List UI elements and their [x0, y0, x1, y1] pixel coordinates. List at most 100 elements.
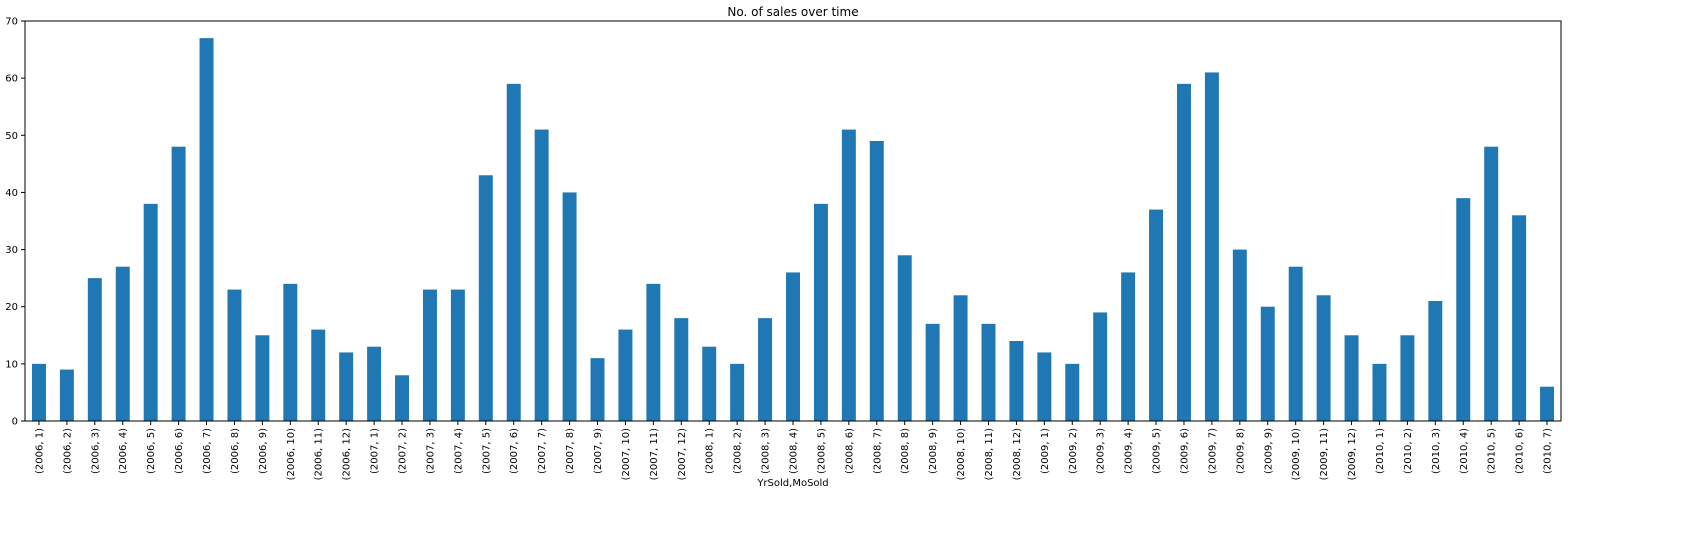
x-tick-label-45: (2009, 10)	[1291, 428, 1302, 480]
bar-0	[31, 363, 46, 421]
bar-47	[1344, 335, 1359, 421]
bar-26	[758, 318, 773, 421]
bar-6	[199, 38, 214, 422]
x-tick-label-51: (2010, 4)	[1459, 428, 1470, 474]
y-tick-label-2: 20	[5, 302, 18, 313]
bar-44	[1260, 306, 1275, 421]
bar-23	[674, 318, 689, 421]
x-tick-label-16: (2007, 5)	[481, 428, 492, 474]
x-tick-label-34: (2008, 11)	[984, 428, 995, 480]
bar-49	[1400, 335, 1415, 421]
x-tick-label-26: (2008, 3)	[761, 428, 772, 474]
x-tick-label-48: (2010, 1)	[1375, 428, 1386, 474]
x-axis-label: YrSold,MoSold	[756, 478, 828, 489]
y-axis-ticks: 0 10 20 30 40 50 60 70	[5, 17, 25, 428]
x-tick-label-12: (2007, 1)	[370, 428, 381, 474]
bar-43	[1232, 249, 1247, 421]
y-tick-label-3: 30	[5, 245, 18, 256]
bar-20	[590, 358, 605, 421]
bar-50	[1428, 301, 1443, 421]
x-tick-label-6: (2006, 7)	[202, 428, 213, 474]
bar-8	[255, 335, 270, 421]
x-tick-label-50: (2010, 3)	[1431, 428, 1442, 474]
y-tick-label-7: 70	[5, 17, 18, 28]
plot-frame	[24, 20, 1562, 422]
bar-27	[786, 272, 800, 421]
bar-48	[1372, 363, 1387, 421]
x-tick-label-4: (2006, 5)	[146, 428, 157, 474]
bar-52	[1484, 146, 1499, 421]
bar-19	[562, 192, 577, 421]
bar-16	[478, 175, 493, 421]
y-tick-label-1: 10	[5, 359, 18, 370]
x-tick-label-10: (2006, 11)	[314, 428, 325, 480]
bar-21	[618, 329, 633, 421]
x-tick-label-8: (2006, 9)	[258, 428, 269, 474]
x-tick-label-35: (2008, 12)	[1012, 428, 1023, 480]
x-tick-label-43: (2009, 8)	[1235, 428, 1246, 474]
bar-41	[1177, 83, 1191, 421]
x-tick-label-53: (2010, 6)	[1515, 428, 1526, 474]
x-tick-label-23: (2007, 12)	[677, 428, 688, 480]
bar-29	[841, 129, 856, 422]
x-tick-label-5: (2006, 6)	[174, 428, 185, 474]
x-tick-label-46: (2009, 11)	[1319, 428, 1330, 480]
x-tick-label-24: (2008, 1)	[705, 428, 716, 474]
x-tick-label-17: (2007, 6)	[509, 428, 520, 474]
bar-9	[283, 283, 298, 421]
bar-2	[87, 278, 102, 421]
x-tick-label-30: (2008, 7)	[872, 428, 883, 474]
x-tick-label-11: (2006, 12)	[342, 428, 353, 480]
bar-24	[702, 346, 717, 421]
bar-33	[953, 295, 968, 421]
x-tick-label-41: (2009, 6)	[1179, 428, 1190, 474]
bar-1	[59, 369, 74, 421]
y-tick-label-4: 40	[5, 188, 18, 199]
x-tick-label-44: (2009, 9)	[1263, 428, 1274, 474]
bar-30	[869, 141, 884, 421]
x-tick-label-47: (2009, 12)	[1347, 428, 1358, 480]
x-tick-label-28: (2008, 5)	[816, 428, 827, 474]
bar-39	[1121, 272, 1136, 421]
bar-35	[1009, 341, 1024, 421]
bar-38	[1093, 312, 1108, 421]
y-tick-label-6: 60	[5, 74, 18, 85]
bar-28	[813, 203, 828, 421]
bar-15	[450, 289, 465, 421]
bar-22	[646, 283, 661, 421]
x-tick-label-33: (2008, 10)	[956, 428, 967, 480]
bar-14	[422, 289, 437, 421]
x-tick-label-21: (2007, 10)	[621, 428, 632, 480]
x-tick-label-31: (2008, 8)	[900, 428, 911, 474]
x-tick-label-9: (2006, 10)	[286, 428, 297, 480]
bar-17	[506, 83, 521, 421]
bars-group	[31, 38, 1555, 422]
x-tick-label-42: (2009, 7)	[1207, 428, 1218, 474]
bar-11	[339, 352, 354, 421]
x-tick-label-36: (2009, 1)	[1040, 428, 1051, 474]
bar-7	[227, 289, 242, 421]
bar-40	[1149, 209, 1164, 421]
y-tick-label-0: 0	[12, 417, 18, 428]
x-tick-label-14: (2007, 3)	[425, 428, 436, 474]
x-tick-label-49: (2010, 2)	[1403, 428, 1414, 474]
bar-42	[1204, 72, 1219, 421]
bar-5	[171, 146, 186, 421]
x-tick-label-40: (2009, 5)	[1152, 428, 1163, 474]
x-tick-label-39: (2009, 4)	[1124, 428, 1135, 474]
x-tick-label-7: (2006, 8)	[230, 428, 241, 474]
bar-45	[1288, 266, 1303, 421]
bar-32	[925, 323, 940, 421]
bar-12	[367, 346, 382, 421]
x-tick-label-2: (2006, 3)	[90, 428, 101, 474]
bar-18	[534, 129, 549, 422]
bar-31	[897, 255, 912, 421]
bar-53	[1512, 215, 1527, 421]
bar-13	[395, 375, 409, 421]
x-tick-label-29: (2008, 6)	[844, 428, 855, 474]
y-tick-label-5: 50	[5, 131, 18, 142]
x-tick-label-54: (2010, 7)	[1543, 428, 1554, 474]
bar-46	[1316, 295, 1331, 421]
x-tick-label-15: (2007, 4)	[453, 428, 464, 474]
